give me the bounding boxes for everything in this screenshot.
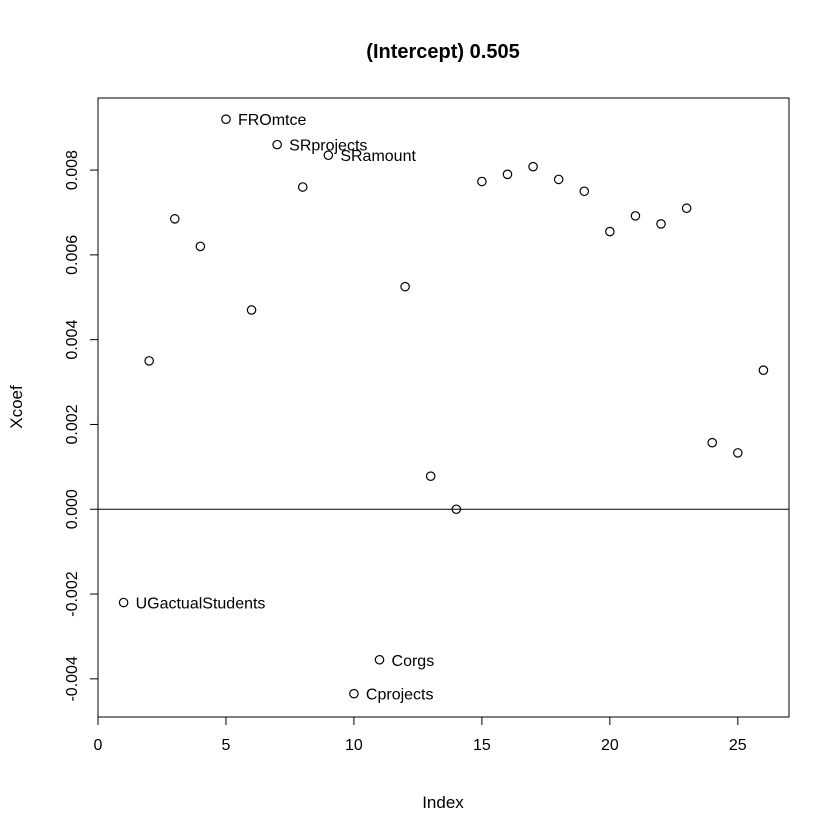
data-point	[553, 174, 564, 185]
point-label: FROmtce	[238, 112, 307, 129]
data-point	[502, 169, 513, 180]
data-point	[528, 161, 538, 172]
x-tick-label: 5	[222, 737, 231, 754]
x-tick-label: 20	[601, 737, 619, 754]
point-label: SRprojects	[289, 138, 367, 155]
x-tick-label: 0	[94, 737, 103, 754]
data-point	[477, 176, 487, 187]
point-label: SRamount	[340, 148, 416, 165]
data-point	[605, 226, 615, 237]
y-axis: -0.004 -0.002 0.000 0.002 0.004 0.006 0.008	[64, 150, 99, 702]
y-tick-label: 0.002	[64, 404, 81, 444]
data-point	[733, 448, 743, 458]
y-tick-label: 0.008	[64, 150, 81, 190]
chart-title: (Intercept) 0.505	[366, 41, 519, 63]
x-axis-label: Index	[422, 793, 464, 812]
data-point	[425, 471, 436, 481]
x-tick-label: 25	[729, 737, 747, 754]
point-label: Corgs	[392, 653, 435, 670]
data-point	[630, 211, 641, 221]
y-axis-label: Xcoef	[7, 385, 26, 429]
point-label: UGactualStudents	[136, 596, 266, 613]
y-tick-label: 0.006	[64, 235, 81, 275]
data-point	[221, 114, 231, 124]
point-label: Cprojects	[366, 687, 434, 704]
y-tick-label: -0.002	[64, 571, 81, 616]
data-point	[297, 182, 308, 192]
data-point	[118, 597, 129, 608]
data-point	[579, 186, 590, 197]
plot-frame	[97, 97, 790, 718]
data-point	[758, 365, 769, 375]
data-point	[272, 139, 282, 150]
point-labels: UGactualStudents FROmtce SRprojectsSRamoun…	[136, 112, 435, 703]
x-tick-label: 15	[473, 737, 491, 754]
data-point	[169, 214, 180, 224]
data-point	[349, 688, 359, 699]
y-tick-label: -0.004	[64, 656, 81, 701]
x-tick-label: 10	[345, 737, 363, 754]
x-axis: 0 5 10 15 20 25	[94, 716, 747, 754]
data-point	[400, 281, 410, 292]
data-point	[323, 150, 334, 161]
y-tick-label: 0.004	[64, 320, 81, 360]
data-point	[656, 219, 666, 229]
data-point	[681, 203, 692, 214]
data-point	[246, 305, 257, 315]
data-point	[374, 654, 385, 665]
data-point	[195, 241, 206, 252]
data-points	[118, 114, 769, 699]
data-point	[451, 504, 462, 515]
data-point	[707, 437, 718, 448]
y-tick-label: 0.000	[64, 489, 81, 529]
data-point	[144, 356, 154, 366]
